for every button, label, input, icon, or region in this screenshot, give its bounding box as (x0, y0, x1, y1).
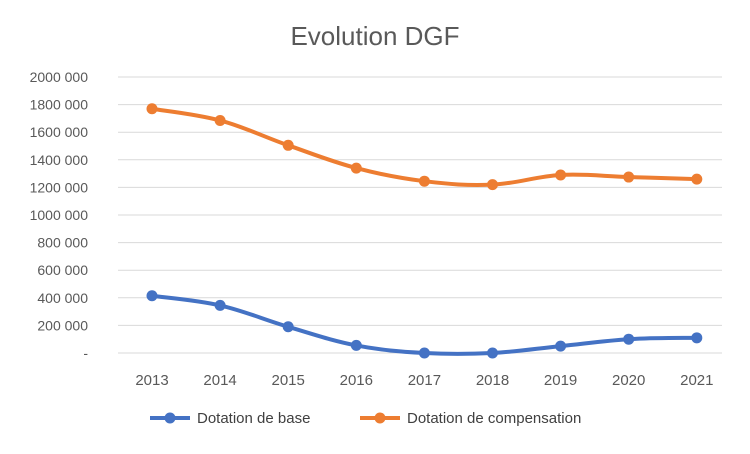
y-tick-label: 600 000 (37, 262, 88, 278)
x-tick-label: 2014 (203, 372, 236, 389)
data-point (418, 175, 430, 187)
data-point (623, 171, 635, 183)
data-point (555, 340, 567, 352)
data-point (214, 299, 226, 311)
y-tick-label: 1000 000 (30, 207, 89, 223)
gridlines (118, 76, 722, 354)
series-line (151, 106, 697, 187)
data-point (282, 139, 294, 151)
data-point (282, 321, 294, 333)
legend-item: Dotation de compensation (360, 410, 581, 427)
data-point (623, 333, 635, 345)
y-tick-label: 200 000 (37, 317, 88, 333)
y-axis-tick-labels: - 200 000 400 000 600 000 800 000 1000 000 120… (30, 69, 89, 361)
x-tick-label: 2016 (340, 372, 373, 389)
y-tick-label: 1400 000 (30, 152, 89, 168)
legend: Dotation de base Dotation de compensation (150, 410, 581, 427)
data-point (487, 179, 498, 191)
x-tick-label: 2018 (476, 372, 509, 389)
y-tick-label: - (83, 345, 88, 361)
data-point (350, 162, 362, 174)
y-tick-label: 2000 000 (30, 69, 89, 85)
series-line (151, 293, 697, 356)
data-point (350, 339, 362, 351)
data-point (555, 169, 567, 181)
legend-label: Dotation de base (197, 410, 310, 427)
series-dotation-de-compensation (146, 103, 703, 191)
legend-marker (164, 412, 176, 424)
series-layer (146, 103, 703, 359)
data-point (418, 347, 430, 359)
data-point (214, 114, 226, 126)
y-tick-label: 1200 000 (30, 179, 89, 195)
x-tick-label: 2017 (408, 372, 441, 389)
legend-label: Dotation de compensation (407, 410, 581, 427)
data-point (146, 103, 158, 115)
y-tick-label: 1600 000 (30, 124, 89, 140)
y-tick-label: 400 000 (37, 290, 88, 306)
x-tick-label: 2019 (544, 372, 577, 389)
x-tick-label: 2013 (135, 372, 168, 389)
x-tick-label: 2021 (680, 372, 713, 389)
x-tick-label: 2020 (612, 372, 645, 389)
data-point (691, 173, 703, 185)
y-tick-label: 800 000 (37, 235, 88, 251)
x-axis-tick-labels: 2013 2014 2015 2016 2017 2018 2019 2020 2021 (135, 372, 713, 389)
data-point (146, 290, 158, 302)
data-point (691, 332, 703, 344)
series-dotation-de-base (146, 290, 703, 359)
data-point (487, 347, 498, 359)
legend-item: Dotation de base (150, 410, 310, 427)
legend-marker (374, 412, 386, 424)
x-tick-label: 2015 (272, 372, 305, 389)
chart-title: Evolution DGF (290, 21, 459, 51)
y-tick-label: 1800 000 (30, 97, 89, 113)
